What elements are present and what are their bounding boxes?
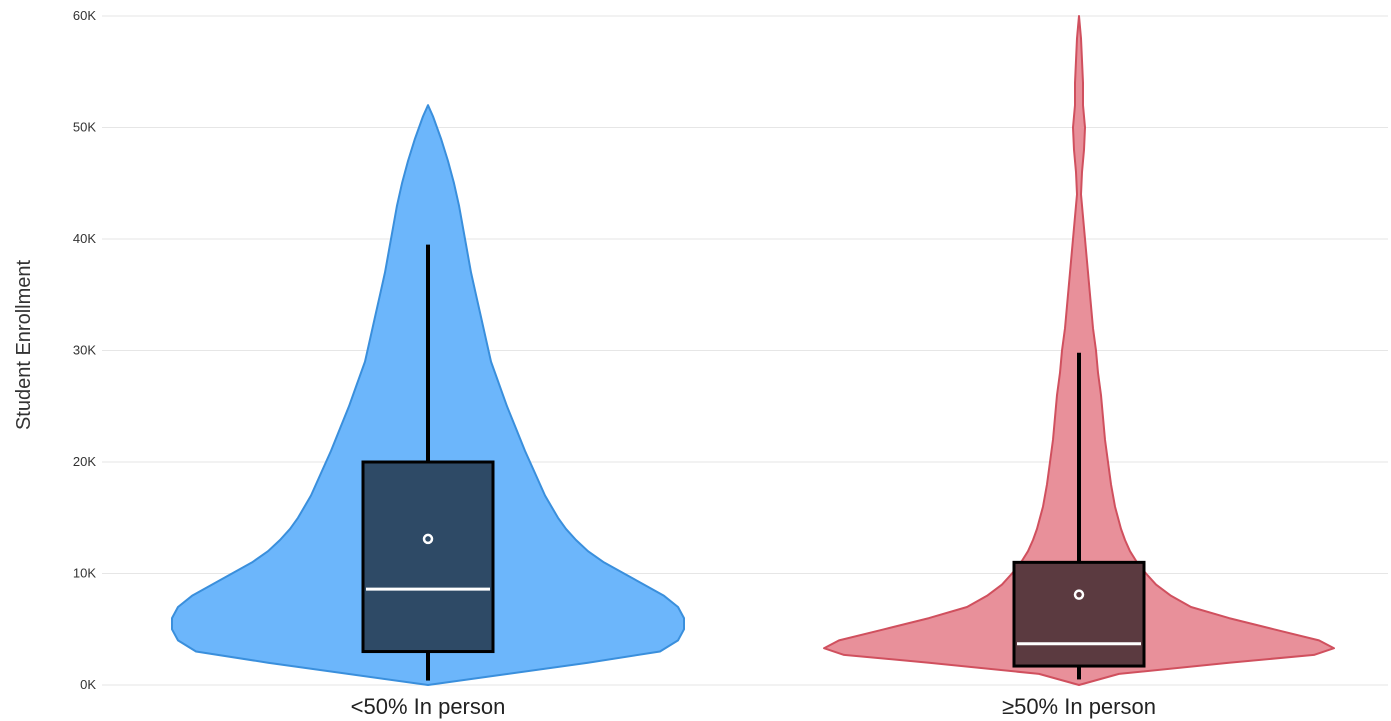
- x-category-label: <50% In person: [351, 694, 506, 719]
- y-tick-label: 40K: [73, 231, 96, 246]
- y-tick-label: 60K: [73, 8, 96, 23]
- y-tick-label: 20K: [73, 454, 96, 469]
- box-iqr: [361, 460, 495, 654]
- violin-body: [823, 15, 1335, 686]
- box-iqr: [1012, 560, 1146, 668]
- y-axis-title: Student Enrollment: [13, 260, 35, 431]
- y-axis-ticks: 0K 10K 20K 30K 40K 50K 60K: [73, 8, 96, 692]
- y-tick-label: 30K: [73, 343, 96, 358]
- violin-group: [171, 104, 685, 686]
- y-tick-label: 0K: [80, 677, 96, 692]
- y-tick-label: 10K: [73, 566, 96, 581]
- y-tick-label: 50K: [73, 120, 96, 135]
- mean-marker: [422, 533, 434, 545]
- violins: [171, 15, 1335, 686]
- x-category-label: ≥50% In person: [1002, 694, 1156, 719]
- mean-marker: [1073, 589, 1085, 600]
- x-axis-categories: <50% In person ≥50% In person: [351, 694, 1156, 719]
- violin-group: [823, 15, 1335, 686]
